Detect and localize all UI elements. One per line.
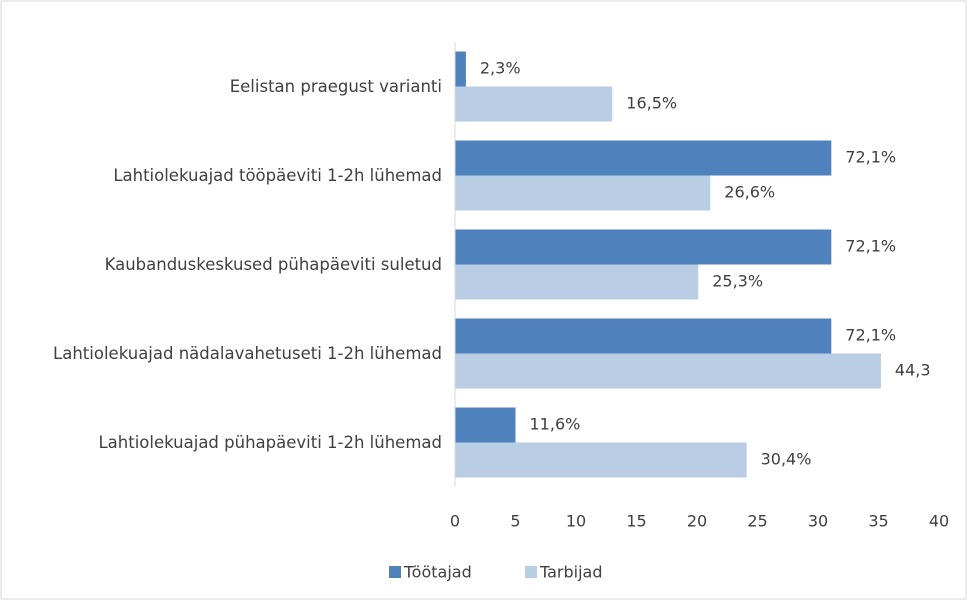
data-label: 30,4% [761,450,812,469]
category-label: Lahtiolekuajad tööpäeviti 1-2h lühemad [113,165,442,185]
category-label: Eelistan praegust varianti [229,76,442,96]
bar [455,407,516,443]
bar [455,353,881,389]
bar [455,86,613,122]
x-tick-label: 35 [868,512,888,531]
data-label: 72,1% [845,326,896,345]
data-label: 44,3 [895,361,931,380]
bar [455,264,699,300]
x-tick-label: 5 [510,512,520,531]
bar [455,140,832,176]
x-tick-label: 20 [687,512,707,531]
legend-label: Töötajad [403,563,472,582]
category-label: Kaubanduskeskused pühapäeviti suletud [104,254,442,274]
data-label: 25,3% [712,272,763,291]
x-tick-label: 10 [566,512,586,531]
bar [455,229,832,265]
data-label: 72,1% [845,237,896,256]
legend-swatch [525,566,537,578]
data-label: 2,3% [480,59,521,78]
bar [455,175,711,211]
bar [455,442,747,478]
legend-label: Tarbijad [539,563,603,582]
data-label: 72,1% [845,148,896,167]
x-tick-label: 40 [929,512,949,531]
bar [455,51,466,87]
x-tick-label: 30 [808,512,828,531]
category-label: Lahtiolekuajad nädalavahetuseti 1-2h lüh… [53,343,442,363]
category-label: Lahtiolekuajad pühapäeviti 1-2h lühemad [98,432,442,452]
x-tick-label: 15 [626,512,646,531]
data-label: 16,5% [626,94,677,113]
legend-swatch [389,566,401,578]
data-label: 11,6% [530,415,581,434]
x-tick-label: 25 [747,512,767,531]
x-tick-label: 0 [450,512,460,531]
bar [455,318,832,354]
data-label: 26,6% [724,183,775,202]
